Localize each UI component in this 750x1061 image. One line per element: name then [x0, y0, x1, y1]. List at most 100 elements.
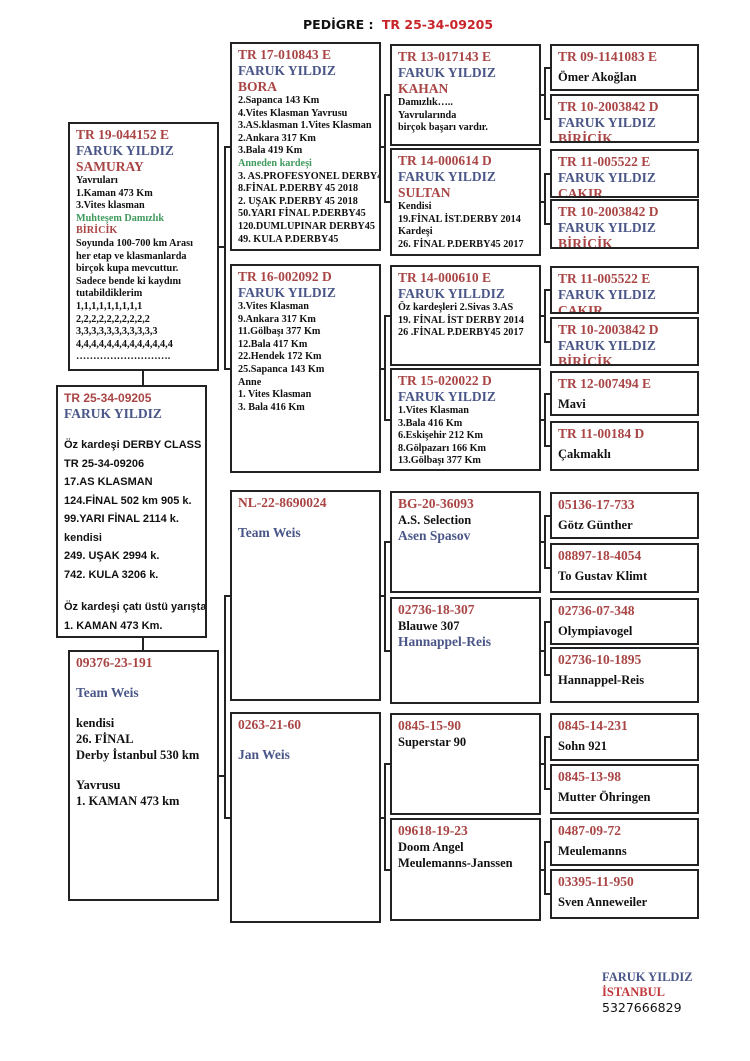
pedigree-connector	[541, 763, 544, 765]
ring-number: TR 14-000614 D	[398, 153, 492, 168]
pedigree-connector	[544, 289, 550, 343]
pedigree-line: 19. FİNAL İST DERBY 2014	[398, 314, 524, 326]
pedigree-line: 26 .FİNAL P.DERBY45 2017	[398, 327, 524, 339]
ring-number: 02736-07-348	[558, 603, 635, 618]
pedigree-box-g4_15: 0487-09-72 Meulemanns	[550, 818, 699, 866]
ring-number: NL-22-8690024	[238, 495, 327, 510]
pedigree-box-dds: 0845-15-90 Superstar 90	[390, 713, 541, 815]
pedigree-line: 249. UŞAK 2994 k.	[64, 550, 160, 562]
ring-number: TR 11-005522 E	[558, 154, 651, 169]
pedigree-line: 3.Vites klasman	[76, 200, 145, 212]
pedigree-line: 1. KAMAN 473 km	[76, 794, 180, 808]
pedigree-line: 8.Gölpazarı 166 Km	[398, 442, 487, 454]
pedigree-line: 8.FİNAL P.DERBY 45 2018	[238, 183, 359, 195]
pedigree-line: Jan Weis	[238, 747, 290, 762]
pedigree-line: Sadece bende ki kaydını	[76, 275, 182, 287]
pedigree-connector	[541, 314, 544, 317]
ring-number: 0263-21-60	[238, 717, 301, 732]
pedigree-line: Asen Spasov	[398, 528, 471, 543]
pedigree-box-ddd: 09618-19-23 Doom Angel Meulemanns-Janssen	[390, 818, 541, 921]
pedigree-line: ÇAKIR	[558, 186, 604, 198]
pedigree-line: Mavi	[558, 397, 586, 411]
pedigree-connector	[544, 392, 550, 447]
ring-number: 05136-17-733	[558, 497, 635, 512]
pedigree-line: 4,4,4,4,4,4,4,4,4,4,4,4,4	[76, 338, 173, 350]
pedigree-connector	[541, 418, 544, 421]
pedigree-line: 2.Ankara 317 Km	[238, 132, 316, 144]
pedigree-line: 1. KAMAN 473 Km.	[64, 619, 163, 632]
pedigree-connector	[384, 314, 390, 421]
ring-number: 09376-23-191	[76, 655, 153, 670]
ring-number: TR 11-00184 D	[558, 426, 645, 441]
pedigree-line: 120.DUMLUPINAR DERBY45	[238, 220, 375, 232]
pedigree-line: Sohn 921	[558, 739, 607, 753]
pedigree-line: FARUK YILDIZ	[238, 285, 336, 300]
pedigree-connector	[541, 649, 544, 652]
pedigree-line: 26. FİNAL P.DERBY45 2017	[398, 238, 524, 250]
pedigree-line: SAMURAY	[76, 159, 144, 174]
pedigree-line: 2. UŞAK P.DERBY 45 2018	[238, 195, 358, 207]
pedigree-line: 17.AS KLASMAN	[64, 476, 153, 488]
pedigree-connector	[541, 201, 544, 203]
pedigree-box-g4_8: TR 11-00184 D Çakmaklı	[550, 421, 699, 471]
pedigree-line: 1.Vites Klasman	[398, 405, 469, 416]
pedigree-line: Öz kardeşleri 2.Sivas 3.AS	[398, 302, 514, 313]
pedigree-line: 99.YARI FİNAL 2114 k.	[64, 513, 179, 525]
owner-name: FARUK YILDIZ	[602, 970, 693, 984]
owner-contact: FARUK YILDIZ İSTANBUL 5327666829	[602, 970, 693, 1015]
pedigree-line: FARUK YILDIZ	[398, 389, 496, 404]
pedigree-line: BİRİCİK	[558, 354, 613, 366]
pedigree-box-sss: TR 13-017143 E FARUK YILDIZ KAHAN Damızlık……	[390, 44, 541, 146]
pedigree-box-g4_12: 02736-10-1895 Hannappel-Reis	[550, 647, 699, 703]
pedigree-line: FARUK YILDIZ	[398, 65, 496, 80]
pedigree-line: Yavrularında	[398, 109, 457, 121]
ring-number: 08897-18-4054	[558, 548, 642, 563]
pedigree-line: 25.Sapanca 143 Km	[238, 363, 325, 375]
pedigree-line: 3. AS.PROFESYONEL DERBY45	[238, 170, 381, 182]
pedigree-connector	[541, 94, 544, 96]
pedigree-line: Meulemanns	[558, 844, 627, 858]
pedigree-line: 1.Kaman 473 Km	[76, 187, 153, 199]
pedigree-line: Doom Angel	[398, 840, 464, 854]
ring-number: TR 12-007494 E	[558, 376, 652, 391]
ring-number: TR 17-010843 E	[238, 47, 332, 62]
pedigree-line: 2.Sapanca 143 Km	[238, 95, 320, 106]
pedigree-line: 11.Gölbaşı 377 Km	[238, 326, 321, 338]
ring-number: TR 25-34-09205	[64, 391, 152, 405]
pedigree-box-ds: NL-22-8690024 Team Weis	[230, 490, 381, 701]
pedigree-connector	[142, 637, 144, 650]
pedigree-box-g4_5: TR 11-005522 E FARUK YILDIZ ÇAKIR	[550, 266, 699, 314]
pedigree-line: FARUK YILDIZ	[558, 115, 656, 130]
pedigree-box-g4_2: TR 10-2003842 D FARUK YILDIZ BİRİCİK	[550, 94, 699, 143]
pedigree-line: her etap ve klasmanlarda	[76, 250, 187, 262]
pedigree-connector	[544, 172, 550, 225]
pedigree-line: Blauwe 307	[398, 619, 460, 633]
pedigree-line: 3. Bala 416 Km	[238, 401, 305, 413]
ring-number: TR 11-005522 E	[558, 271, 651, 286]
pedigree-connector	[381, 816, 384, 819]
pedigree-line: Meulemanns-Janssen	[398, 856, 513, 870]
pedigree-line: Derby İstanbul 530 km	[76, 748, 200, 762]
pedigree-line: 9.Ankara 317 Km	[238, 313, 316, 325]
pedigree-line: BORA	[238, 79, 278, 94]
pedigree-line: tutabildiklerim	[76, 288, 143, 300]
pedigree-connector	[544, 620, 550, 676]
pedigree-line: Anne	[238, 376, 262, 388]
pedigree-line: SULTAN	[398, 185, 451, 200]
ring-number: 02736-18-307	[398, 602, 475, 617]
pedigree-connector	[384, 541, 390, 652]
pedigree-connector	[544, 841, 550, 895]
pedigree-connector	[544, 736, 550, 790]
ring-number: 0845-14-231	[558, 718, 628, 733]
pedigree-connector	[381, 367, 384, 370]
pedigree-line: Yavruları	[76, 175, 118, 186]
owner-city: İSTANBUL	[602, 985, 665, 999]
ring-number: TR 15-020022 D	[398, 373, 492, 388]
pedigree-line: FARUK YILDIZ	[558, 287, 656, 302]
pedigree-box-sd: TR 16-002092 D FARUK YILDIZ 3.Vites Klasm…	[230, 264, 381, 473]
pedigree-line: 26. FİNAL	[76, 732, 134, 746]
pedigree-box-dsd: 02736-18-307 Blauwe 307 Hannappel-Reis	[390, 597, 541, 704]
pedigree-line: birçok başarı vardır.	[398, 122, 488, 134]
pedigree-line: 3.Bala 416 Km	[398, 417, 463, 429]
